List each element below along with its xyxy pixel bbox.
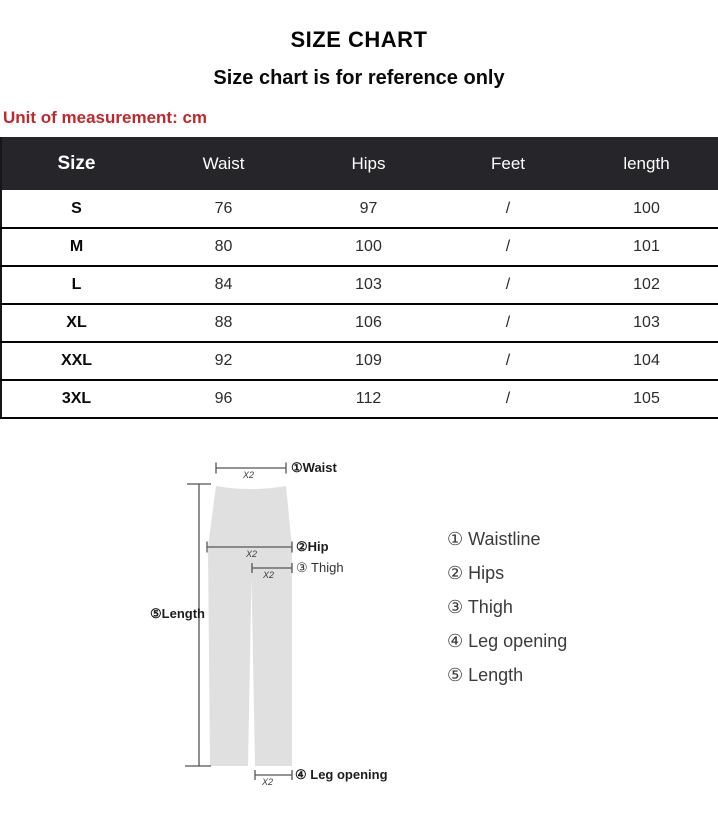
table-row: XL 88 106 / 103 xyxy=(1,304,718,343)
col-header-feet: Feet xyxy=(441,137,575,190)
legend-item-thigh: ③ Thigh xyxy=(447,597,513,617)
cell-hips: 103 xyxy=(296,266,441,305)
cell-waist: 92 xyxy=(151,342,296,381)
col-header-waist: Waist xyxy=(151,137,296,190)
cell-waist: 96 xyxy=(151,380,296,419)
hip-annotation: ②Hip xyxy=(296,539,329,554)
cell-size: XL xyxy=(1,304,151,343)
pants-shape xyxy=(208,486,292,766)
measurement-legend: ① Waistline ② Hips ③ Thigh ④ Leg opening… xyxy=(447,522,567,692)
cell-waist: 76 xyxy=(151,190,296,229)
cell-length: 105 xyxy=(575,380,718,419)
length-annotation: ⑤Length xyxy=(150,606,205,621)
thigh-measure-line xyxy=(251,563,293,573)
cell-length: 103 xyxy=(575,304,718,343)
col-header-size: Size xyxy=(1,137,151,190)
cell-length: 101 xyxy=(575,228,718,267)
thigh-x2-label: X2 xyxy=(263,570,275,580)
hip-measure-line xyxy=(206,541,293,553)
size-table: Size Waist Hips Feet length S 76 97 / 10… xyxy=(0,137,718,419)
cell-size: L xyxy=(1,266,151,305)
cell-hips: 109 xyxy=(296,342,441,381)
cell-hips: 106 xyxy=(296,304,441,343)
table-row: S 76 97 / 100 xyxy=(1,190,718,229)
cell-feet: / xyxy=(441,266,575,305)
cell-length: 100 xyxy=(575,190,718,229)
cell-hips: 100 xyxy=(296,228,441,267)
cell-feet: / xyxy=(441,304,575,343)
col-header-length: length xyxy=(575,137,718,190)
legend-item-length: ⑤ Length xyxy=(447,665,524,685)
cell-waist: 88 xyxy=(151,304,296,343)
legend-item-waistline: ① Waistline xyxy=(447,529,541,549)
cell-feet: / xyxy=(441,380,575,419)
cell-length: 102 xyxy=(575,266,718,305)
cell-size: M xyxy=(1,228,151,267)
length-measure-line xyxy=(185,483,211,767)
leg-opening-annotation: ④ Leg opening xyxy=(295,767,388,782)
pants-diagram-figure xyxy=(185,462,293,780)
cell-feet: / xyxy=(441,342,575,381)
waist-measure-line xyxy=(215,462,287,474)
cell-hips: 112 xyxy=(296,380,441,419)
leg-opening-measure-line xyxy=(254,770,293,780)
table-row: XXL 92 109 / 104 xyxy=(1,342,718,381)
waist-annotation: ①Waist xyxy=(291,460,337,475)
unit-note: Unit of measurement: cm xyxy=(3,108,208,127)
table-row: M 80 100 / 101 xyxy=(1,228,718,267)
cell-waist: 80 xyxy=(151,228,296,267)
cell-waist: 84 xyxy=(151,266,296,305)
page-subtitle: Size chart is for reference only xyxy=(213,67,505,89)
cell-feet: / xyxy=(441,228,575,267)
table-row: 3XL 96 112 / 105 xyxy=(1,380,718,419)
legend-item-hips: ② Hips xyxy=(447,563,505,583)
cell-size: 3XL xyxy=(1,380,151,419)
legend-item-leg-opening: ④ Leg opening xyxy=(447,631,568,651)
leg-opening-x2-label: X2 xyxy=(262,777,274,787)
table-header-row: Size Waist Hips Feet length xyxy=(1,137,718,190)
cell-size: XXL xyxy=(1,342,151,381)
cell-size: S xyxy=(1,190,151,229)
cell-hips: 97 xyxy=(296,190,441,229)
waist-x2-label: X2 xyxy=(243,470,255,480)
hip-x2-label: X2 xyxy=(246,549,258,559)
thigh-annotation: ③ Thigh xyxy=(296,560,344,575)
table-row: L 84 103 / 102 xyxy=(1,266,718,305)
page-title: SIZE CHART xyxy=(290,27,428,52)
cell-length: 104 xyxy=(575,342,718,381)
cell-feet: / xyxy=(441,190,575,229)
col-header-hips: Hips xyxy=(296,137,441,190)
